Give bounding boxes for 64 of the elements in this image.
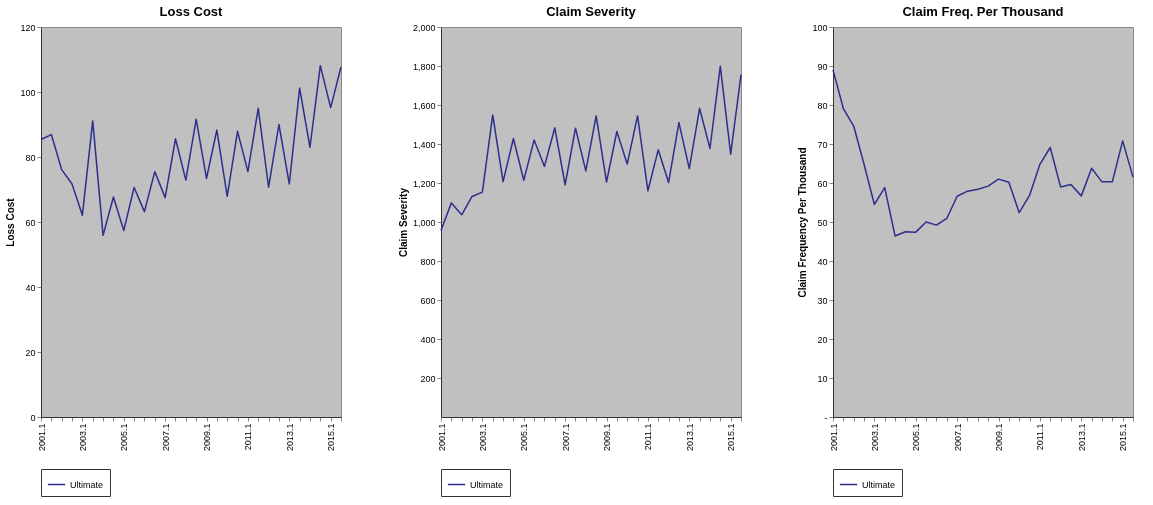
y-tick-label: 120 bbox=[20, 22, 36, 33]
y-tick-label: 1,200 bbox=[412, 178, 436, 189]
x-tick-label: 2007.1 bbox=[952, 423, 963, 452]
x-tick-label: 2007.1 bbox=[160, 423, 171, 452]
line-series bbox=[440, 65, 742, 232]
y-tick-label: 2,000 bbox=[412, 22, 436, 33]
legend-label: Ultimate bbox=[862, 479, 896, 490]
y-tick-label: 800 bbox=[420, 256, 436, 267]
y-tick-label: - bbox=[824, 412, 828, 423]
legend-label: Ultimate bbox=[70, 479, 104, 490]
x-tick-label: 2005.1 bbox=[119, 423, 130, 452]
x-tick-label: 2013.1 bbox=[684, 423, 695, 452]
y-tick-label: 100 bbox=[812, 22, 828, 33]
x-tick-label: 2003.1 bbox=[477, 423, 488, 452]
y-tick-label: 60 bbox=[25, 217, 36, 228]
y-tick-label: 20 bbox=[25, 347, 36, 358]
x-tick-label: 2001.1 bbox=[828, 423, 839, 452]
x-tick-label: 2013.1 bbox=[284, 423, 295, 452]
y-tick-label: 200 bbox=[420, 373, 436, 384]
y-tick-label: 1,600 bbox=[412, 100, 436, 111]
line-series bbox=[832, 69, 1134, 237]
x-tick-label: 2009.1 bbox=[994, 423, 1005, 452]
y-tick-label: 70 bbox=[817, 139, 828, 150]
y-axis-title: Claim Severity bbox=[397, 187, 409, 257]
x-tick-label: 2003.1 bbox=[77, 423, 88, 452]
x-tick-label: 2011.1 bbox=[643, 423, 654, 451]
y-tick-label: 60 bbox=[817, 178, 828, 189]
y-tick-label: 600 bbox=[420, 295, 436, 306]
y-tick-label: 100 bbox=[20, 87, 36, 98]
y-tick-label: 1,800 bbox=[412, 61, 436, 72]
x-tick-label: 2015.1 bbox=[1118, 423, 1129, 452]
y-tick-label: 80 bbox=[817, 100, 828, 111]
y-axis-title: Loss Cost bbox=[5, 197, 17, 247]
x-tick-label: 2003.1 bbox=[869, 423, 880, 452]
x-tick-label: 2005.1 bbox=[911, 423, 922, 452]
y-tick-label: 30 bbox=[817, 295, 828, 306]
x-tick-label: 2007.1 bbox=[560, 423, 571, 452]
y-tick-label: 40 bbox=[817, 256, 828, 267]
legend-label: Ultimate bbox=[470, 479, 504, 490]
x-tick-label: 2001.1 bbox=[436, 423, 447, 452]
y-axis-title: Claim Frequency Per Thousand bbox=[797, 147, 809, 298]
chart-title: Claim Severity bbox=[546, 4, 637, 19]
chart-title: Claim Freq. Per Thousand bbox=[902, 4, 1064, 19]
chart-title: Loss Cost bbox=[159, 4, 224, 19]
y-tick-label: 400 bbox=[420, 334, 436, 345]
x-tick-label: 2001.1 bbox=[36, 423, 47, 452]
x-tick-label: 2009.1 bbox=[202, 423, 213, 452]
y-tick-label: 10 bbox=[817, 373, 828, 384]
y-tick-label: 20 bbox=[817, 334, 828, 345]
x-tick-label: 2009.1 bbox=[602, 423, 613, 452]
y-tick-label: 50 bbox=[817, 217, 828, 228]
y-tick-label: 0 bbox=[30, 412, 36, 423]
x-tick-label: 2015.1 bbox=[726, 423, 737, 452]
y-tick-label: 1,400 bbox=[412, 139, 436, 150]
x-tick-label: 2005.1 bbox=[519, 423, 530, 452]
y-tick-label: 90 bbox=[817, 61, 828, 72]
line-series bbox=[40, 64, 342, 237]
x-tick-label: 2011.1 bbox=[243, 423, 254, 451]
y-tick-label: 1,000 bbox=[412, 217, 436, 228]
x-tick-label: 2013.1 bbox=[1076, 423, 1087, 452]
y-tick-label: 40 bbox=[25, 282, 36, 293]
y-tick-label: 80 bbox=[25, 152, 36, 163]
x-tick-label: 2015.1 bbox=[326, 423, 337, 452]
x-tick-label: 2011.1 bbox=[1035, 423, 1046, 451]
